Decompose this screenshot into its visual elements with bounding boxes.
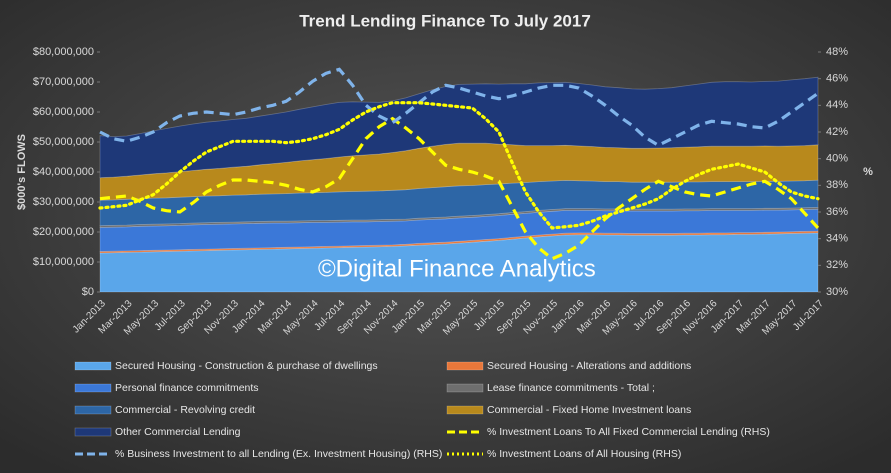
y-tick-label: $0 — [82, 286, 94, 298]
legend-label: Commercial - Fixed Home Investment loans — [487, 404, 691, 416]
legend-label: Lease finance commitments - Total ; — [487, 382, 655, 394]
y2-tick-label: 34% — [826, 233, 848, 245]
area — [99, 142, 819, 201]
chart-title: Trend Lending Finance To July 2017 — [299, 11, 591, 30]
y2-tick-label: 36% — [826, 206, 848, 218]
legend-label: Personal finance commitments — [115, 382, 259, 394]
y-tick-label: $10,000,000 — [33, 256, 94, 268]
legend-swatch — [74, 361, 112, 371]
y-tick-label: $50,000,000 — [33, 136, 94, 148]
y2-tick-label: 38% — [826, 179, 848, 191]
y-axis-title: $000's FLOWS — [16, 134, 28, 210]
y-tick-label: $20,000,000 — [33, 226, 94, 238]
legend-label: Secured Housing - Construction & purchas… — [115, 360, 378, 372]
line — [99, 67, 819, 148]
legend: Secured Housing - Construction & purchas… — [74, 360, 770, 460]
legend-label: % Investment Loans To All Fixed Commerci… — [487, 426, 770, 438]
line — [98, 101, 820, 230]
legend-label: Commercial - Revolving credit — [115, 404, 255, 416]
y-tick-label: $60,000,000 — [33, 106, 94, 118]
legend-label: Secured Housing - Alterations and additi… — [487, 360, 691, 372]
legend-label: % Business Investment to all Lending (Ex… — [115, 448, 442, 460]
y2-tick-label: 42% — [826, 126, 848, 138]
y-tick-label: $30,000,000 — [33, 196, 94, 208]
legend-swatch — [74, 383, 112, 393]
y-tick-label: $70,000,000 — [33, 76, 94, 88]
area — [99, 76, 819, 179]
plot-area — [98, 67, 820, 293]
y-tick-label: $80,000,000 — [33, 46, 94, 58]
y-tick-label: $40,000,000 — [33, 166, 94, 178]
watermark: ©Digital Finance Analytics — [318, 255, 596, 282]
legend-swatch — [446, 405, 484, 415]
legend-swatch — [446, 383, 484, 393]
y2-tick-label: 44% — [826, 99, 848, 111]
y2-tick-label: 32% — [826, 259, 848, 271]
y2-axis-title: % — [863, 166, 873, 178]
legend-label: % Investment Loans of All Housing (RHS) — [487, 448, 681, 460]
legend-label: Other Commercial Lending — [115, 426, 241, 438]
y2-tick-label: 30% — [826, 286, 848, 298]
y2-tick-label: 46% — [826, 73, 848, 85]
legend-swatch — [446, 361, 484, 371]
line — [99, 116, 820, 261]
legend-swatch — [74, 427, 112, 437]
y2-tick-label: 40% — [826, 153, 848, 165]
y2-tick-label: 48% — [826, 46, 848, 58]
legend-swatch — [74, 405, 112, 415]
